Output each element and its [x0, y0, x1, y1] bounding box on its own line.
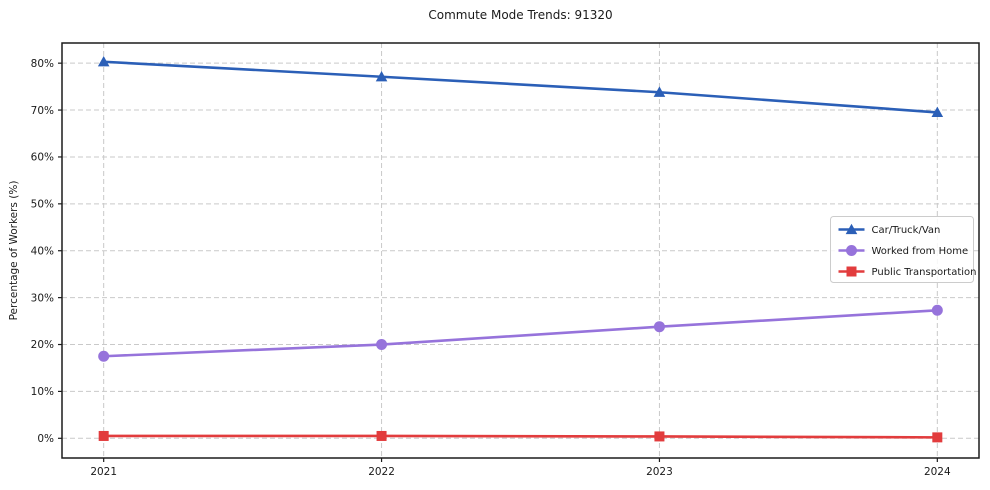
y-tick-label: 10%	[31, 386, 54, 398]
legend-marker-square	[846, 266, 857, 277]
series-public-transportation	[98, 430, 943, 443]
series-marker-car-truck-van	[375, 70, 388, 82]
y-tick-label: 20%	[31, 339, 54, 351]
y-tick-label: 40%	[31, 245, 54, 257]
series-marker-worked-from-home	[98, 350, 110, 362]
y-tick-label: 70%	[31, 105, 54, 117]
series-marker-worked-from-home	[931, 304, 943, 316]
legend-label: Car/Truck/Van	[872, 225, 941, 236]
chart-title: Commute Mode Trends: 91320	[428, 8, 612, 22]
series-line-car-truck-van	[102, 60, 939, 114]
legend-marker-triangle	[845, 223, 858, 235]
x-tick-label: 2021	[90, 466, 117, 478]
series-marker-car-truck-van	[97, 55, 110, 67]
legend-label: Worked from Home	[872, 246, 969, 257]
series-marker-public-transportation	[654, 431, 665, 442]
y-tick-label: 60%	[31, 152, 54, 164]
legend: Car/Truck/Van Worked from Home Public Tran…	[830, 216, 977, 283]
x-tick-label: 2022	[368, 466, 395, 478]
x-tick-label: 2024	[924, 466, 951, 478]
y-axis-label: Percentage of Workers (%)	[8, 181, 20, 321]
series-marker-public-transportation	[932, 432, 943, 443]
series-marker-car-truck-van	[931, 106, 944, 118]
series-marker-public-transportation	[98, 430, 109, 441]
series-marker-worked-from-home	[653, 321, 665, 333]
series-car-truck-van	[97, 55, 944, 118]
series-marker-car-truck-van	[653, 86, 666, 97]
series-marker-public-transportation	[376, 430, 387, 441]
y-tick-label: 0%	[37, 433, 54, 445]
y-tick-label: 30%	[31, 292, 54, 304]
y-tick-label: 80%	[31, 58, 54, 70]
series-worked-from-home	[98, 304, 943, 362]
series-line-worked-from-home	[102, 308, 939, 358]
series-marker-worked-from-home	[376, 339, 388, 351]
y-tick-label: 50%	[31, 199, 54, 211]
x-tick-label: 2023	[646, 466, 673, 478]
legend-marker-circle	[846, 245, 857, 256]
legend-label: Public Transportation	[872, 267, 977, 278]
legend-box	[830, 216, 974, 283]
series-line-public-transportation	[102, 434, 939, 439]
